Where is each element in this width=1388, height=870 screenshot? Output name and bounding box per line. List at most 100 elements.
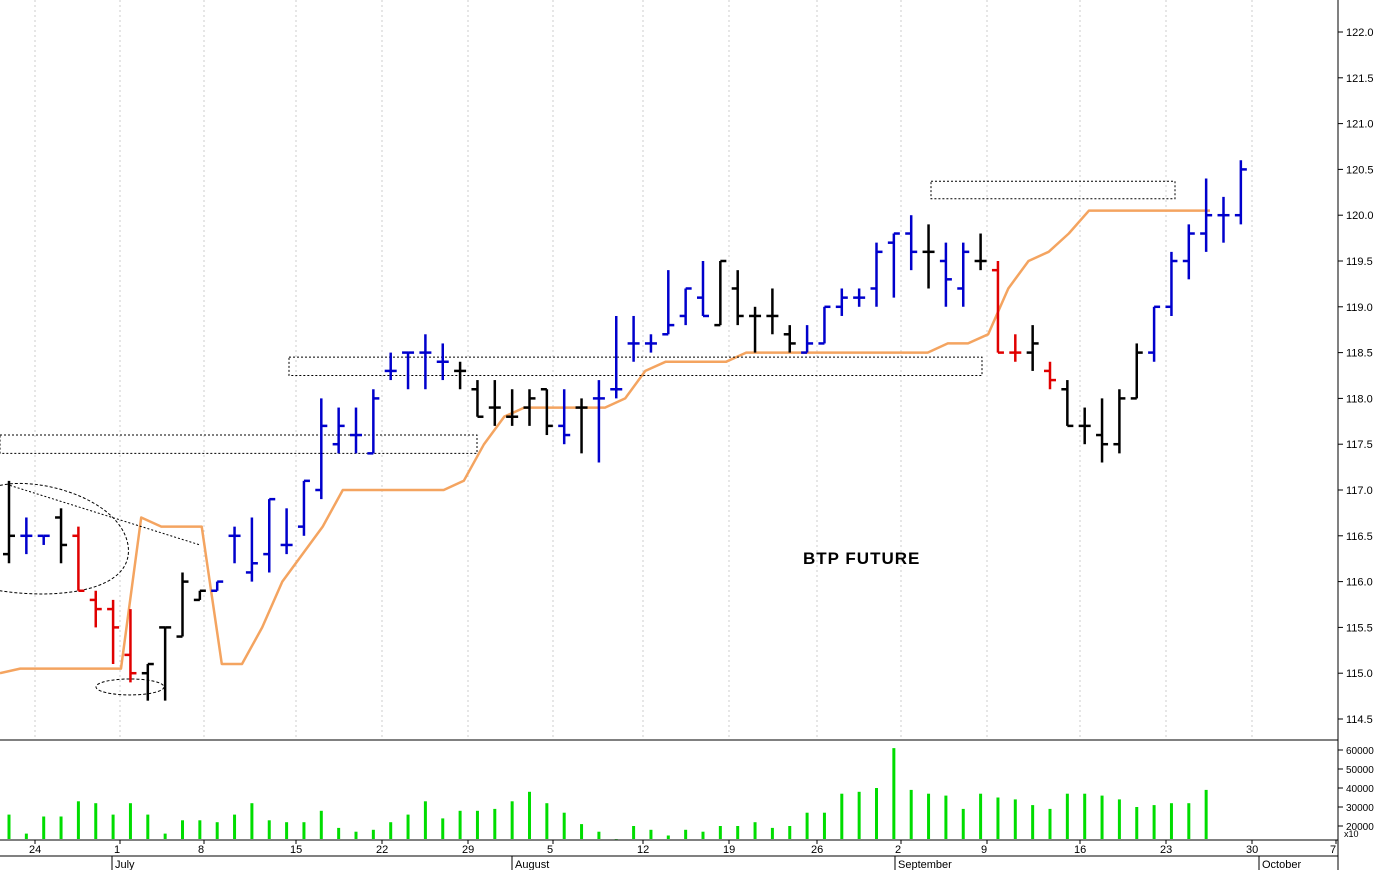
ohlc-bar bbox=[922, 224, 935, 289]
ohlc-bar bbox=[749, 306, 762, 353]
grid bbox=[34, 0, 1253, 740]
ohlc-bar bbox=[697, 261, 709, 318]
ohlc-bar bbox=[107, 599, 120, 665]
price-tick-label: 116.0 bbox=[1346, 577, 1373, 589]
ohlc-bar bbox=[37, 534, 50, 545]
price-tick-label: 115.0 bbox=[1346, 668, 1373, 680]
day-label: 2 bbox=[895, 844, 901, 856]
volume-tick-label: 50000 bbox=[1346, 765, 1374, 776]
ohlc-bar bbox=[853, 288, 866, 307]
ohlc-bar bbox=[263, 497, 276, 573]
ohlc-bar bbox=[72, 526, 85, 593]
ohlc-bar bbox=[1061, 380, 1074, 428]
annotations bbox=[0, 180, 1176, 696]
support-line-path bbox=[0, 209, 1210, 675]
day-label: 26 bbox=[811, 844, 823, 856]
ohlc-bar bbox=[141, 662, 154, 701]
price-tick-label: 121.5 bbox=[1346, 73, 1374, 85]
day-label: 24 bbox=[29, 844, 41, 856]
day-label: 23 bbox=[1160, 844, 1172, 856]
ohlc-bar bbox=[211, 580, 224, 593]
ohlc-bar bbox=[471, 380, 484, 418]
breakout-box bbox=[930, 180, 1176, 200]
ohlc-bar bbox=[1078, 407, 1091, 445]
ohlc-bar bbox=[436, 343, 449, 381]
month-label: September bbox=[898, 859, 952, 870]
ohlc-bar bbox=[488, 380, 501, 426]
ohlc-bar bbox=[835, 288, 848, 316]
ohlc-bar bbox=[367, 389, 380, 455]
price-tick-label: 120.0 bbox=[1346, 210, 1374, 222]
ohlc-bar bbox=[939, 242, 952, 307]
ohlc-bar bbox=[610, 315, 623, 399]
breakout-box bbox=[288, 356, 983, 376]
ohlc-bar bbox=[176, 572, 189, 638]
ohlc-bar bbox=[1009, 334, 1022, 362]
price-tick-label: 118.0 bbox=[1346, 393, 1373, 405]
price-tick-label: 121.0 bbox=[1346, 119, 1374, 131]
day-label: 8 bbox=[198, 844, 204, 856]
pattern-curve bbox=[0, 482, 129, 595]
volume-tick-label: 40000 bbox=[1346, 784, 1374, 795]
month-label: August bbox=[515, 859, 549, 870]
ohlc-bar bbox=[297, 479, 310, 536]
ohlc-bar bbox=[1026, 325, 1039, 371]
volume-multiplier-label: x10 bbox=[1344, 829, 1359, 839]
ohlc-bar bbox=[419, 334, 432, 390]
price-tick-label: 115.5 bbox=[1346, 622, 1373, 634]
ohlc-bar bbox=[1096, 398, 1109, 463]
ohlc-bar bbox=[592, 380, 605, 463]
ohlc-bar bbox=[159, 626, 172, 701]
ohlc-bar bbox=[1234, 160, 1247, 225]
ohlc-bar bbox=[679, 287, 692, 326]
ohlc-bar bbox=[887, 232, 900, 298]
trend-line bbox=[9, 484, 201, 546]
ohlc-bar bbox=[315, 398, 328, 500]
ohlc-bar bbox=[280, 508, 293, 555]
ohlc-bar bbox=[974, 233, 987, 271]
price-tick-label: 122.0 bbox=[1346, 27, 1374, 39]
chart-title: BTP FUTURE bbox=[803, 549, 920, 568]
price-tick-label: 120.5 bbox=[1346, 164, 1374, 176]
price-tick-label: 117.5 bbox=[1346, 439, 1373, 451]
ohlc-bar bbox=[1148, 305, 1161, 362]
support-line bbox=[0, 209, 1210, 675]
month-label: October bbox=[1262, 859, 1301, 870]
ohlc-bar bbox=[3, 480, 15, 564]
ohlc-bar bbox=[818, 305, 831, 345]
day-label: 29 bbox=[462, 844, 474, 856]
ohlc-bar bbox=[801, 325, 814, 354]
ohlc-bar bbox=[1044, 361, 1056, 390]
ohlc-bar bbox=[228, 526, 241, 564]
day-label: 16 bbox=[1074, 844, 1086, 856]
day-label: 30 bbox=[1246, 844, 1258, 856]
ohlc-bar bbox=[957, 242, 970, 307]
price-tick-label: 117.0 bbox=[1346, 485, 1373, 497]
ohlc-bar bbox=[766, 288, 779, 335]
ohlc-bar bbox=[454, 361, 467, 390]
ohlc-bar bbox=[350, 407, 362, 454]
ohlc-bar bbox=[55, 508, 68, 564]
ohlc-bar bbox=[870, 242, 883, 307]
day-label: 22 bbox=[376, 844, 388, 856]
ohlc-bar bbox=[506, 389, 519, 426]
ohlc-bar bbox=[332, 407, 345, 454]
ohlc-bar bbox=[124, 609, 137, 683]
ohlc-bar bbox=[905, 215, 918, 271]
price-tick-label: 116.5 bbox=[1346, 531, 1373, 543]
month-label: July bbox=[115, 859, 135, 870]
volume-bars bbox=[7, 748, 1208, 840]
day-label: 9 bbox=[981, 844, 987, 856]
day-label: 12 bbox=[637, 844, 649, 856]
ohlc-bar bbox=[558, 389, 571, 445]
ohlc-bar bbox=[540, 387, 553, 436]
ohlc-bar bbox=[20, 517, 33, 555]
day-label: 7 bbox=[1330, 844, 1336, 856]
price-tick-label: 114.5 bbox=[1346, 714, 1373, 726]
day-label: 1 bbox=[114, 844, 120, 856]
ohlc-bar bbox=[523, 389, 536, 426]
ohlc-bar bbox=[1182, 224, 1195, 280]
ohlc-bar bbox=[384, 352, 397, 381]
